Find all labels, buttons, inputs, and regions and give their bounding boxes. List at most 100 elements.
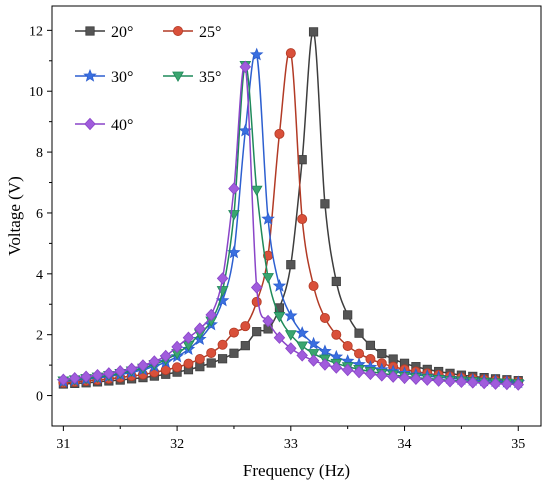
data-point xyxy=(285,342,297,355)
data-point xyxy=(296,341,309,352)
data-point xyxy=(353,365,365,379)
data-point xyxy=(273,312,286,323)
data-point xyxy=(341,363,354,377)
x-tick-label: 34 xyxy=(398,437,412,452)
legend-label: 30° xyxy=(111,69,133,86)
data-point xyxy=(229,348,239,358)
data-point xyxy=(489,377,502,390)
data-point xyxy=(137,359,149,372)
legend-marker xyxy=(84,117,96,131)
data-point xyxy=(512,378,525,391)
data-point xyxy=(308,280,319,291)
data-point xyxy=(387,370,399,383)
data-point xyxy=(343,310,353,320)
series-layer xyxy=(56,27,526,391)
series-5 xyxy=(57,60,525,391)
data-point xyxy=(319,358,331,371)
y-axis-title: Voltage (V) xyxy=(5,176,24,255)
data-point xyxy=(319,312,330,323)
data-point xyxy=(306,336,321,350)
data-point xyxy=(410,372,422,386)
legend-label: 25° xyxy=(199,24,221,41)
data-point xyxy=(354,348,365,359)
data-point xyxy=(194,354,205,365)
data-point xyxy=(250,281,263,294)
data-point xyxy=(307,354,320,367)
data-point xyxy=(216,272,229,285)
data-point xyxy=(354,328,364,338)
y-tick-label: 12 xyxy=(29,24,43,39)
legend-marker xyxy=(172,71,184,83)
data-point xyxy=(272,278,287,292)
data-point xyxy=(444,375,456,388)
data-point xyxy=(91,368,104,382)
x-axis-title: Frequency (Hz) xyxy=(243,461,350,480)
data-point xyxy=(206,358,216,368)
data-point xyxy=(320,199,330,209)
data-point xyxy=(228,327,239,338)
y-tick-label: 4 xyxy=(36,268,43,283)
data-point xyxy=(103,367,115,380)
legend-item-4: 35° xyxy=(163,69,221,86)
data-point xyxy=(262,314,274,328)
data-point xyxy=(205,308,217,322)
data-point xyxy=(172,362,183,373)
data-point xyxy=(501,377,513,391)
data-point xyxy=(364,367,377,381)
legend-item-2: 25° xyxy=(163,24,221,41)
data-point xyxy=(284,330,297,341)
data-point xyxy=(252,327,262,337)
data-point xyxy=(297,155,307,165)
data-point xyxy=(376,369,388,382)
x-tick-label: 33 xyxy=(284,437,298,452)
data-point xyxy=(273,331,286,344)
y-tick-label: 8 xyxy=(36,146,43,161)
legend-item-3: 30° xyxy=(75,68,133,86)
data-point xyxy=(421,373,434,386)
y-tick-label: 6 xyxy=(36,207,43,222)
data-point xyxy=(194,322,206,335)
data-point xyxy=(114,365,126,378)
data-point xyxy=(274,128,285,139)
data-point xyxy=(159,349,172,363)
data-point xyxy=(250,185,263,197)
data-point xyxy=(285,48,296,59)
data-point xyxy=(183,358,194,369)
data-point xyxy=(240,341,250,351)
data-point xyxy=(307,349,320,360)
data-point xyxy=(68,372,81,385)
legend-item-5: 40° xyxy=(75,117,133,134)
x-tick-label: 35 xyxy=(511,437,525,452)
x-axis: 31 32 33 34 35 xyxy=(56,426,525,452)
data-point xyxy=(331,329,342,340)
data-point xyxy=(239,60,252,74)
data-point xyxy=(251,296,262,307)
data-point xyxy=(365,340,376,350)
data-point xyxy=(80,370,92,383)
legend: 20° 25° 30° 35° 40° xyxy=(75,24,221,134)
legend-label: 40° xyxy=(111,117,133,134)
data-point xyxy=(331,276,341,287)
data-point xyxy=(284,308,298,322)
data-point xyxy=(330,361,343,374)
data-point xyxy=(206,347,217,358)
legend-label: 35° xyxy=(199,69,221,86)
y-axis: 0 2 4 6 8 10 12 xyxy=(29,24,52,405)
data-point xyxy=(125,362,138,375)
data-point xyxy=(182,331,195,344)
data-point xyxy=(217,339,228,350)
legend-item-1: 20° xyxy=(75,24,133,41)
data-point xyxy=(398,371,411,385)
data-point xyxy=(295,326,309,339)
x-tick-label: 32 xyxy=(170,437,184,452)
data-point xyxy=(455,375,468,389)
legend-marker xyxy=(85,26,95,36)
data-point xyxy=(308,27,319,37)
y-tick-label: 2 xyxy=(36,329,43,344)
data-point xyxy=(262,273,274,284)
data-point xyxy=(171,340,183,354)
legend-marker xyxy=(83,68,97,82)
y-tick-label: 10 xyxy=(29,85,43,100)
data-point xyxy=(297,214,308,225)
